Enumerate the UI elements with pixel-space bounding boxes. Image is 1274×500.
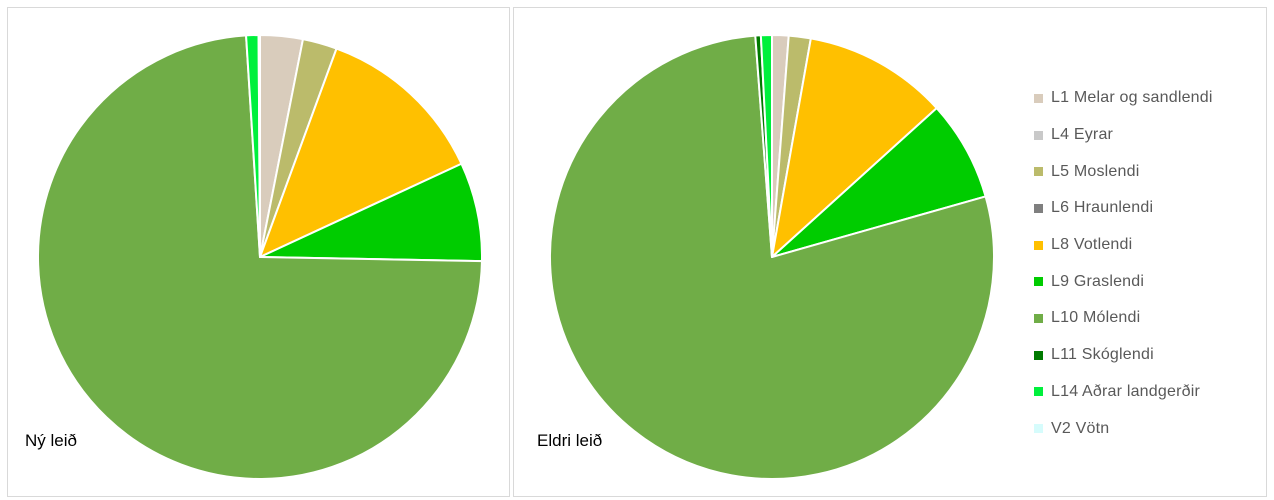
legend-swatch xyxy=(1034,277,1043,287)
legend-label: L14 Aðrar landgerðir xyxy=(1051,382,1200,400)
legend-swatch xyxy=(1034,387,1043,397)
legend-item: V2 Vötn xyxy=(1034,410,1264,447)
chart-title-old-route: Eldri leið xyxy=(537,431,603,450)
legend-swatch xyxy=(1034,424,1043,434)
pie-slice-l8-votlendi xyxy=(259,47,463,258)
legend-label: L1 Melar og sandlendi xyxy=(1051,89,1213,107)
legend-label: V2 Vötn xyxy=(1051,419,1110,437)
pie-slice-l9-graslendi xyxy=(259,162,483,263)
pie-slice-l8-votlendi xyxy=(771,37,938,258)
legend-item: L8 Votlendi xyxy=(1034,227,1264,264)
pie-chart-old-route xyxy=(549,34,995,480)
legend-swatch xyxy=(1034,93,1043,103)
legend-swatch xyxy=(1034,167,1043,177)
legend-item: L5 Moslendi xyxy=(1034,153,1264,190)
legend-label: L10 Mólendi xyxy=(1051,309,1141,327)
legend-swatch xyxy=(1034,313,1043,323)
legend-label: L8 Votlendi xyxy=(1051,236,1133,254)
legend-swatch xyxy=(1034,203,1043,213)
legend-swatch xyxy=(1034,130,1043,140)
legend-item: L9 Graslendi xyxy=(1034,263,1264,300)
legend-item: L4 Eyrar xyxy=(1034,117,1264,154)
legend-item: L10 Mólendi xyxy=(1034,300,1264,337)
legend-item: L1 Melar og sandlendi xyxy=(1034,80,1264,117)
chart-title-new-route: Ný leið xyxy=(25,431,77,450)
pie-chart-new-route xyxy=(37,34,483,480)
legend-label: L5 Moslendi xyxy=(1051,162,1140,180)
legend-item: L6 Hraunlendi xyxy=(1034,190,1264,227)
chart-panel-new-route: Ný leið xyxy=(7,7,510,497)
legend-swatch xyxy=(1034,350,1043,360)
legend-label: L11 Skóglendi xyxy=(1051,346,1154,364)
legend-item: L14 Aðrar landgerðir xyxy=(1034,374,1264,411)
legend-item: L11 Skóglendi xyxy=(1034,337,1264,374)
chart-panel-old-route: Eldri leið L1 Melar og sandlendi L4 Eyra… xyxy=(513,7,1267,497)
pie-slice-l9-graslendi xyxy=(771,107,987,258)
legend-swatch xyxy=(1034,240,1043,250)
pie-slice-l14-adrar-landgerdir xyxy=(759,34,773,258)
legend-label: L4 Eyrar xyxy=(1051,126,1114,144)
chart-legend: L1 Melar og sandlendi L4 Eyrar L5 Moslen… xyxy=(1034,80,1264,447)
legend-label: L9 Graslendi xyxy=(1051,272,1145,290)
legend-label: L6 Hraunlendi xyxy=(1051,199,1154,217)
pie-slice-v2-votn xyxy=(257,34,261,258)
